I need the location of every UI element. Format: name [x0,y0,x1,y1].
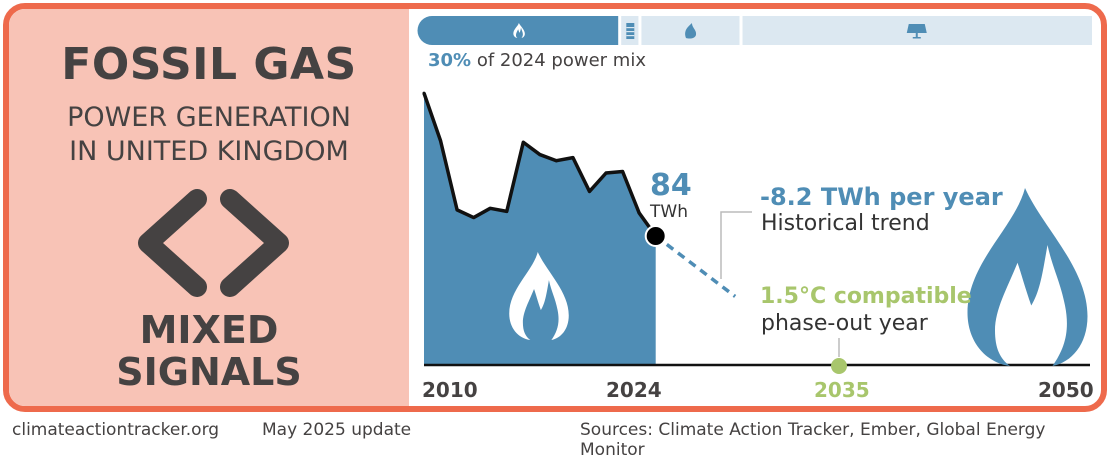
barrel-band [626,27,635,29]
phaseout-label: phase-out year [761,311,928,336]
leaf-icon [685,23,697,39]
area-flame-icon-shape [509,252,569,340]
generation-chart [422,91,1090,374]
data-point-2021 [604,171,608,175]
generation-area [424,93,656,366]
solar-stand [915,33,918,37]
solar-panel-icon [906,24,927,39]
solar-panel [906,24,927,33]
footer-update: May 2025 update [262,420,412,440]
trend-value: -8.2 TWh per year [760,183,1003,211]
data-point-2013 [472,216,476,220]
phaseout-value: 1.5°C compatible [760,284,972,309]
chart-svg [417,16,1092,374]
rating-label: MIXED SIGNALS [9,309,409,393]
trend-line [654,234,737,298]
data-point-2018 [554,159,558,163]
power-mix-bar [417,16,1092,45]
data-point-2014 [488,206,492,210]
rating-line-2: SIGNALS [116,350,302,394]
x-tick-2024: 2024 [606,378,662,402]
subtitle-line-1: POWER GENERATION [67,102,351,133]
data-point-2022 [621,169,625,173]
large-flame-icon [967,188,1088,366]
solar-base [912,37,921,39]
sector-title: FOSSIL GAS [61,39,357,90]
current-unit: TWh [650,202,688,222]
mix-share-text: of 2024 power mix [476,50,646,71]
current-value: 84 [650,168,692,203]
data-point-2017 [538,153,542,157]
barrel-band [626,35,635,37]
trend-connector [720,211,752,279]
data-point-2012 [455,208,459,212]
sector-subtitle: POWER GENERATION IN UNITED KINGDOM [9,101,409,169]
data-point-2019 [571,156,575,160]
phaseout-dot [831,358,847,374]
data-point-2016 [521,140,525,144]
trend-label: Historical trend [761,211,930,236]
mixed-signals-chevrons-icon [138,189,289,297]
mix-separator [618,16,622,45]
mix-separator [739,16,743,45]
mix-separator [638,16,642,45]
current-value-dot [644,224,667,247]
left-panel: FOSSIL GAS POWER GENERATION IN UNITED KI… [9,9,409,406]
subtitle-line-2: IN UNITED KINGDOM [69,136,349,167]
barrel-icon [626,23,635,39]
data-point-2011 [439,139,443,143]
data-point-2023 [637,211,641,215]
mix-share-label: 30% of 2024 power mix [428,50,646,71]
rating-line-1: MIXED [139,308,279,352]
x-tick-2035: 2035 [814,378,870,402]
large-flame-icon-shape [967,188,1088,366]
flame-icon-shape [513,23,525,38]
data-point-2010 [422,91,426,95]
x-tick-2010: 2010 [422,378,478,402]
mix-share-value: 30% [428,50,472,71]
area-flame-icon [509,252,569,340]
barrel-band [626,31,635,33]
data-point-2015 [505,209,509,213]
footer-sources: Sources: Climate Action Tracker, Ember, … [580,420,1046,460]
infographic-frame: FOSSIL GAS POWER GENERATION IN UNITED KI… [3,3,1107,412]
data-point-2020 [588,189,591,193]
flame-icon [513,23,525,38]
x-tick-2050: 2050 [1038,378,1094,402]
footer-site: climateactiontracker.org [12,420,220,440]
